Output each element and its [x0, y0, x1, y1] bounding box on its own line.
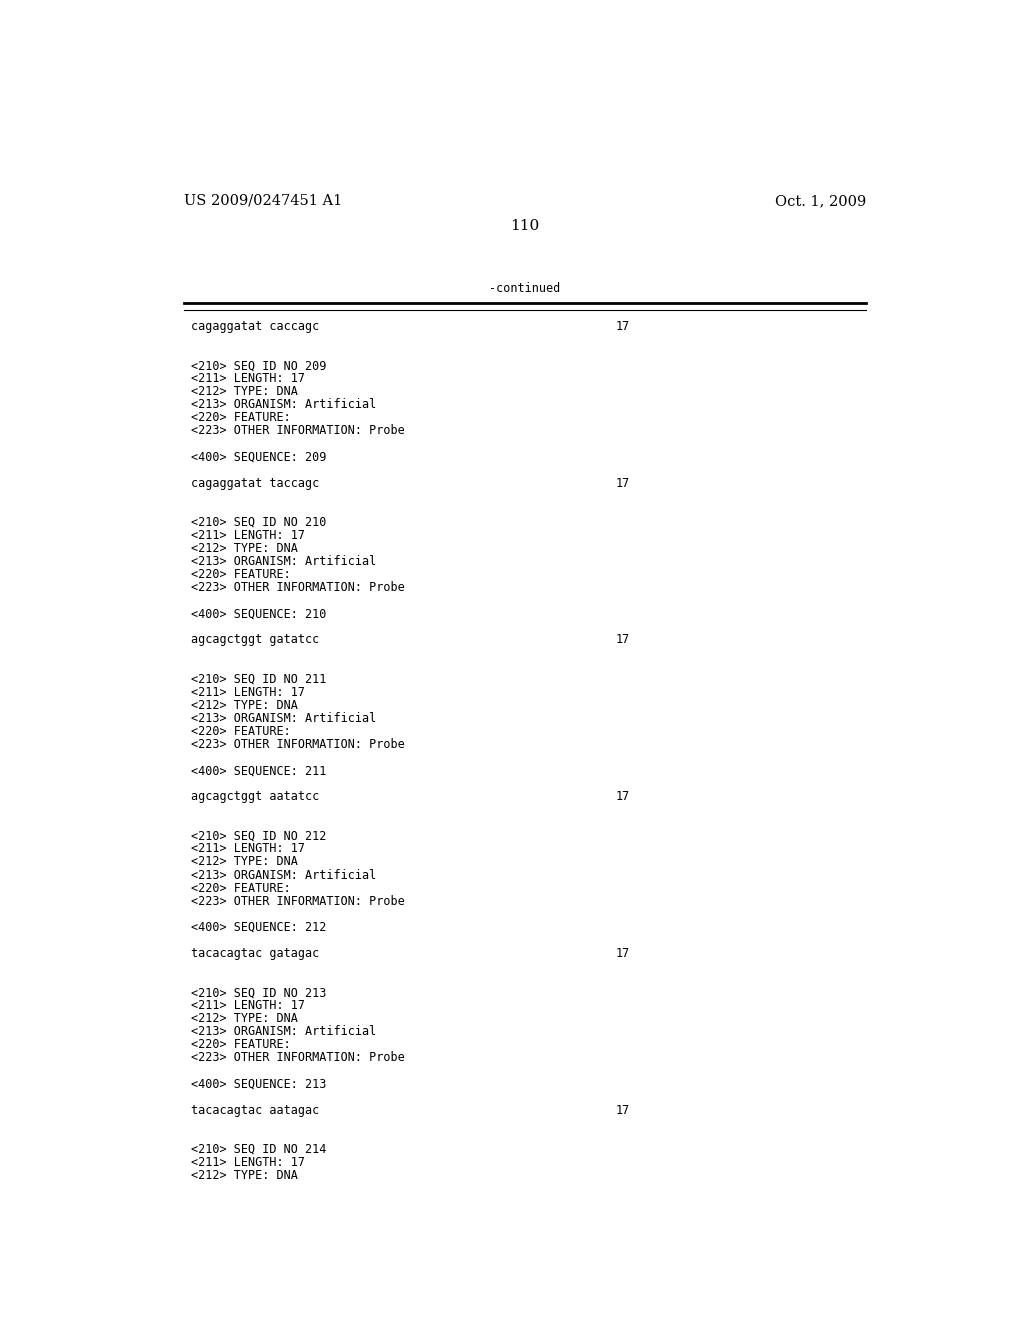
- Text: cagaggatat taccagc: cagaggatat taccagc: [191, 477, 319, 490]
- Text: <213> ORGANISM: Artificial: <213> ORGANISM: Artificial: [191, 1026, 377, 1039]
- Text: <400> SEQUENCE: 213: <400> SEQUENCE: 213: [191, 1077, 327, 1090]
- Text: <213> ORGANISM: Artificial: <213> ORGANISM: Artificial: [191, 399, 377, 412]
- Text: 17: 17: [616, 319, 631, 333]
- Text: <211> LENGTH: 17: <211> LENGTH: 17: [191, 999, 305, 1012]
- Text: 17: 17: [616, 946, 631, 960]
- Text: <212> TYPE: DNA: <212> TYPE: DNA: [191, 1170, 298, 1181]
- Text: <220> FEATURE:: <220> FEATURE:: [191, 725, 291, 738]
- Text: tacacagtac aatagac: tacacagtac aatagac: [191, 1104, 319, 1117]
- Text: <210> SEQ ID NO 212: <210> SEQ ID NO 212: [191, 829, 327, 842]
- Text: cagaggatat caccagc: cagaggatat caccagc: [191, 319, 319, 333]
- Text: tacacagtac gatagac: tacacagtac gatagac: [191, 946, 319, 960]
- Text: 110: 110: [510, 219, 540, 234]
- Text: <211> LENGTH: 17: <211> LENGTH: 17: [191, 842, 305, 855]
- Text: agcagctggt aatatcc: agcagctggt aatatcc: [191, 791, 319, 803]
- Text: 17: 17: [616, 791, 631, 803]
- Text: <210> SEQ ID NO 214: <210> SEQ ID NO 214: [191, 1143, 327, 1156]
- Text: <400> SEQUENCE: 211: <400> SEQUENCE: 211: [191, 764, 327, 777]
- Text: US 2009/0247451 A1: US 2009/0247451 A1: [183, 194, 342, 209]
- Text: <211> LENGTH: 17: <211> LENGTH: 17: [191, 1156, 305, 1170]
- Text: <223> OTHER INFORMATION: Probe: <223> OTHER INFORMATION: Probe: [191, 581, 406, 594]
- Text: <223> OTHER INFORMATION: Probe: <223> OTHER INFORMATION: Probe: [191, 1052, 406, 1064]
- Text: agcagctggt gatatcc: agcagctggt gatatcc: [191, 634, 319, 647]
- Text: <210> SEQ ID NO 213: <210> SEQ ID NO 213: [191, 986, 327, 999]
- Text: <213> ORGANISM: Artificial: <213> ORGANISM: Artificial: [191, 711, 377, 725]
- Text: <220> FEATURE:: <220> FEATURE:: [191, 412, 291, 425]
- Text: <213> ORGANISM: Artificial: <213> ORGANISM: Artificial: [191, 556, 377, 568]
- Text: <210> SEQ ID NO 209: <210> SEQ ID NO 209: [191, 359, 327, 372]
- Text: <211> LENGTH: 17: <211> LENGTH: 17: [191, 372, 305, 385]
- Text: <210> SEQ ID NO 210: <210> SEQ ID NO 210: [191, 516, 327, 529]
- Text: 17: 17: [616, 634, 631, 647]
- Text: <220> FEATURE:: <220> FEATURE:: [191, 882, 291, 895]
- Text: <211> LENGTH: 17: <211> LENGTH: 17: [191, 529, 305, 543]
- Text: <223> OTHER INFORMATION: Probe: <223> OTHER INFORMATION: Probe: [191, 425, 406, 437]
- Text: 17: 17: [616, 1104, 631, 1117]
- Text: <212> TYPE: DNA: <212> TYPE: DNA: [191, 1012, 298, 1026]
- Text: <212> TYPE: DNA: <212> TYPE: DNA: [191, 385, 298, 399]
- Text: <220> FEATURE:: <220> FEATURE:: [191, 568, 291, 581]
- Text: <213> ORGANISM: Artificial: <213> ORGANISM: Artificial: [191, 869, 377, 882]
- Text: <223> OTHER INFORMATION: Probe: <223> OTHER INFORMATION: Probe: [191, 738, 406, 751]
- Text: <220> FEATURE:: <220> FEATURE:: [191, 1039, 291, 1051]
- Text: <223> OTHER INFORMATION: Probe: <223> OTHER INFORMATION: Probe: [191, 895, 406, 908]
- Text: <212> TYPE: DNA: <212> TYPE: DNA: [191, 543, 298, 554]
- Text: <400> SEQUENCE: 210: <400> SEQUENCE: 210: [191, 607, 327, 620]
- Text: 17: 17: [616, 477, 631, 490]
- Text: <211> LENGTH: 17: <211> LENGTH: 17: [191, 685, 305, 698]
- Text: <400> SEQUENCE: 212: <400> SEQUENCE: 212: [191, 921, 327, 933]
- Text: <212> TYPE: DNA: <212> TYPE: DNA: [191, 855, 298, 869]
- Text: -continued: -continued: [489, 282, 560, 296]
- Text: <400> SEQUENCE: 209: <400> SEQUENCE: 209: [191, 450, 327, 463]
- Text: <210> SEQ ID NO 211: <210> SEQ ID NO 211: [191, 673, 327, 685]
- Text: Oct. 1, 2009: Oct. 1, 2009: [775, 194, 866, 209]
- Text: <212> TYPE: DNA: <212> TYPE: DNA: [191, 698, 298, 711]
